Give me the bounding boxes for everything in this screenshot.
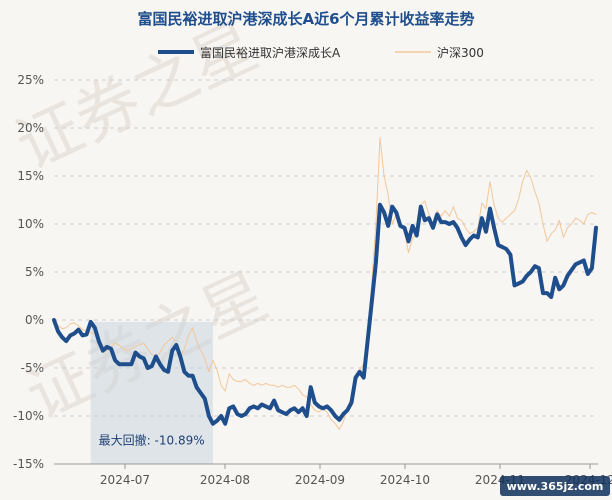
y-tick-label: -10% [13, 409, 44, 423]
y-tick-label: 10% [17, 217, 44, 231]
y-tick-label: -15% [13, 457, 44, 471]
x-tick-label: 2024-07 [100, 473, 150, 487]
legend-label-series-2[interactable]: 沪深300 [437, 46, 484, 60]
y-tick-label: 20% [17, 121, 44, 135]
series-line-benchmark [53, 137, 597, 430]
max-drawdown-label: 最大回撤: -10.89% [99, 433, 205, 448]
site-badge: www.365jz.com [500, 476, 610, 496]
site-badge-text: www.365jz.com [507, 480, 604, 493]
watermark-text: 证券之星 [5, 9, 268, 184]
y-tick-label: 25% [17, 73, 44, 87]
drawdown-layer: 最大回撤: -10.89% [90, 321, 213, 464]
x-tick-label: 2024-08 [200, 473, 250, 487]
site-badge-bg [500, 476, 610, 496]
x-tick-label: 2024-09 [295, 473, 345, 487]
y-tick-label: 5% [25, 265, 44, 279]
legend-label-series-1[interactable]: 富国民裕进取沪港深成长A [200, 45, 341, 60]
series-line-fund [52, 202, 598, 426]
series-layer [52, 137, 598, 430]
y-tick-label: 15% [17, 169, 44, 183]
legend: 富国民裕进取沪港深成长A 沪深300 [158, 45, 484, 60]
x-tick-label: 2024-10 [380, 473, 430, 487]
y-tick-label: -5% [21, 361, 44, 375]
max-drawdown-region [90, 321, 213, 464]
chart-title: 富国民裕进取沪港深成长A近6个月累计收益率走势 [137, 10, 474, 28]
y-tick-label: 0% [25, 313, 44, 327]
